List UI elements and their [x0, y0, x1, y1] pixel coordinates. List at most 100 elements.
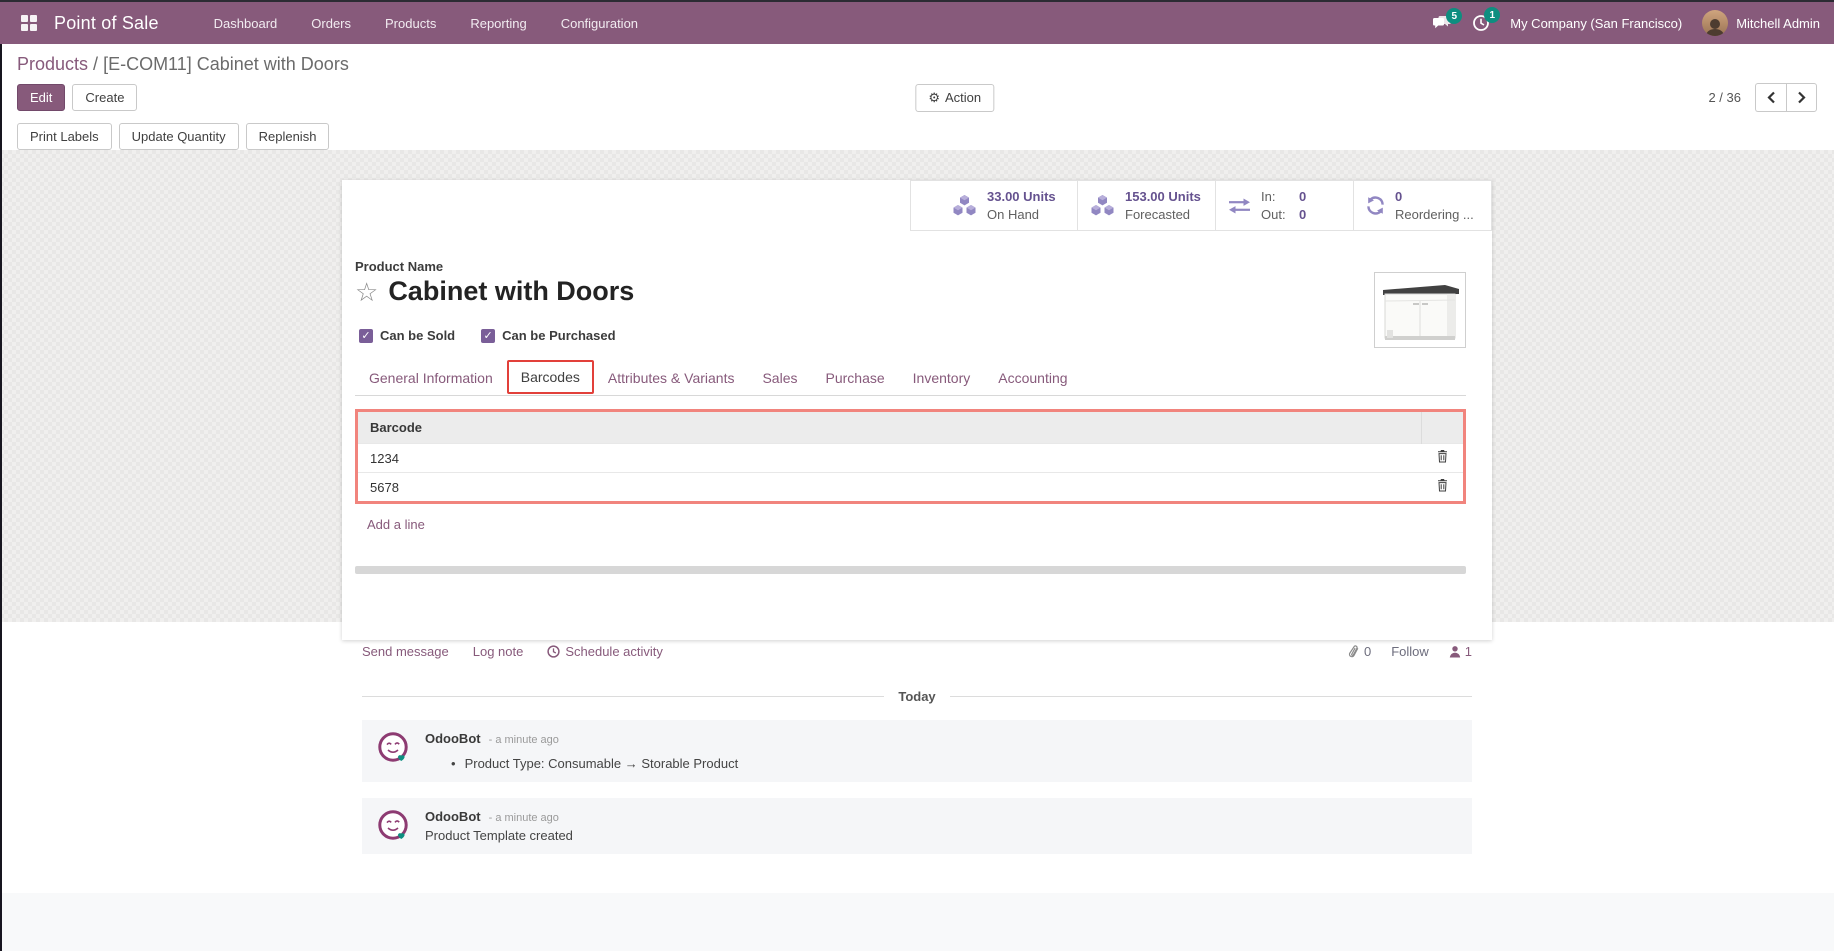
can-be-sold-checkbox[interactable]: ✓ [359, 328, 373, 343]
nav-menu-products[interactable]: Products [385, 15, 437, 31]
clock-icon [547, 645, 560, 658]
schedule-activity-button[interactable]: Schedule activity [547, 644, 663, 659]
window-top-edge [0, 0, 1834, 2]
message-author: OdooBot [425, 731, 481, 746]
chatter: Send message Log note Schedule activity … [0, 622, 1834, 893]
forecasted-value: 153.00 Units [1125, 189, 1201, 204]
pager: 2 / 36 [1708, 83, 1817, 112]
barcode-cell[interactable]: 1234 [358, 443, 1421, 473]
breadcrumb-link-products[interactable]: Products [17, 53, 89, 74]
app-title[interactable]: Point of Sale [54, 12, 159, 33]
nav-menu-configuration[interactable]: Configuration [560, 15, 639, 31]
out-value: 0 [1299, 206, 1307, 222]
replenish-button[interactable]: Replenish [245, 123, 330, 150]
update-quantity-button[interactable]: Update Quantity [118, 123, 239, 150]
add-a-line-link[interactable]: Add a line [367, 517, 425, 533]
tab-accounting[interactable]: Accounting [998, 370, 1068, 387]
action-button[interactable]: ⚙ Action [915, 83, 995, 112]
trash-icon [1437, 450, 1447, 463]
smart-buttons-row: Print Labels Update Quantity Replenish [17, 123, 1817, 150]
breadcrumb: Products / [E-COM11] Cabinet with Doors [17, 52, 1817, 76]
user-name: Mitchell Admin [1736, 15, 1820, 31]
activities-button[interactable]: 1 [1472, 7, 1501, 32]
chevron-left-icon [1766, 91, 1775, 104]
follow-button[interactable]: Follow [1391, 644, 1429, 659]
product-image [1374, 272, 1466, 348]
control-panel: Products / [E-COM11] Cabinet with Doors … [0, 44, 1834, 150]
on-hand-label: On Hand [987, 206, 1040, 222]
print-labels-button[interactable]: Print Labels [17, 123, 112, 150]
window-left-edge [0, 44, 2, 951]
in-label: In: [1261, 189, 1276, 204]
barcode-cell[interactable]: 5678 [358, 472, 1421, 502]
messages-button[interactable]: 5 [1432, 8, 1463, 31]
can-be-purchased-checkbox[interactable]: ✓ [481, 328, 496, 343]
delete-row-button[interactable] [1421, 443, 1463, 473]
message-body: Product Type: Consumable → Storable Prod… [464, 756, 739, 771]
footer [0, 893, 1834, 951]
chatter-toolbar: Send message Log note Schedule activity … [362, 644, 1472, 659]
edit-button[interactable]: Edit [17, 84, 66, 111]
breadcrumb-current: [E-COM11] Cabinet with Doors [103, 53, 349, 74]
stat-button-on-hand[interactable]: 33.00 Units On Hand [940, 181, 1078, 231]
tab-inventory[interactable]: Inventory [912, 370, 971, 387]
tab-general-information[interactable]: General Information [369, 370, 493, 387]
delete-row-button[interactable] [1421, 472, 1463, 502]
can-be-sold-field: ✓ Can be Sold [359, 328, 455, 343]
schedule-activity-label: Schedule activity [565, 644, 663, 659]
breadcrumb-separator: / [93, 53, 99, 74]
refresh-icon [1367, 196, 1384, 215]
control-buttons-row: Edit Create ⚙ Action 2 / 36 [17, 83, 1817, 112]
barcode-table: Barcode 1234 [358, 412, 1463, 502]
gear-icon: ⚙ [928, 89, 940, 105]
bullet-icon: • [451, 756, 456, 771]
tab-sales[interactable]: Sales [762, 370, 798, 387]
chevron-right-icon [1798, 91, 1806, 104]
on-hand-value: 33.00 Units [987, 189, 1056, 204]
activity-clock-icon [1473, 15, 1490, 31]
attachments-button[interactable]: 0 [1348, 644, 1371, 659]
apps-menu-button[interactable] [14, 8, 44, 38]
followers-button[interactable]: 1 [1449, 644, 1472, 659]
favorite-star-icon[interactable]: ☆ [355, 276, 379, 307]
product-name-field-label: Product Name [355, 259, 444, 275]
horizontal-scrollbar[interactable] [355, 566, 1466, 575]
activities-badge: 1 [1484, 7, 1501, 23]
nav-menu-reporting[interactable]: Reporting [470, 15, 527, 31]
nav-menu-dashboard[interactable]: Dashboard [213, 15, 278, 31]
checkbox-row: ✓ Can be Sold ✓ Can be Purchased [359, 328, 1466, 343]
date-divider: Today [362, 689, 1472, 704]
tab-barcodes[interactable]: Barcodes [506, 360, 594, 395]
product-title: Cabinet with Doors [388, 276, 635, 307]
pager-next-button[interactable] [1786, 83, 1817, 112]
message-author: OdooBot [425, 809, 481, 824]
stat-button-in-out[interactable]: In: 0 Out: 0 [1216, 181, 1354, 231]
user-avatar [1702, 10, 1729, 36]
cubes-icon [953, 195, 976, 216]
stat-button-reordering[interactable]: 0 Reordering ... [1354, 181, 1492, 231]
company-switcher[interactable]: My Company (San Francisco) [1510, 15, 1683, 31]
message: OdooBot - a minute ago Product Template … [362, 798, 1472, 854]
message-body: Product Template created [425, 828, 573, 843]
out-label: Out: [1261, 206, 1286, 222]
tab-purchase[interactable]: Purchase [825, 370, 885, 387]
pager-previous-button[interactable] [1755, 83, 1786, 112]
create-button[interactable]: Create [72, 84, 138, 111]
message-time: - a minute ago [488, 734, 559, 746]
title-block: Product Name ☆ Cabinet with Doors [355, 259, 1466, 307]
action-label: Action [944, 90, 982, 105]
log-note-button[interactable]: Log note [472, 644, 524, 659]
send-message-button[interactable]: Send message [362, 644, 449, 659]
table-row: 1234 [358, 443, 1463, 473]
paperclip-icon [1348, 644, 1359, 657]
user-menu[interactable]: Mitchell Admin [1702, 10, 1820, 36]
content-background: 33.00 Units On Hand 153.00 Units [0, 150, 1834, 640]
nav-right: 5 1 My Company (San Francisco) Mitchell … [1432, 7, 1820, 36]
messages-badge: 5 [1446, 8, 1463, 24]
pager-count[interactable]: 2 / 36 [1708, 90, 1741, 105]
stat-button-forecasted[interactable]: 153.00 Units Forecasted [1078, 181, 1216, 231]
tab-attributes-variants[interactable]: Attributes & Variants [607, 370, 735, 387]
nav-menu-orders[interactable]: Orders [311, 15, 352, 31]
person-icon [1449, 646, 1460, 658]
can-be-sold-label: Can be Sold [380, 328, 456, 344]
